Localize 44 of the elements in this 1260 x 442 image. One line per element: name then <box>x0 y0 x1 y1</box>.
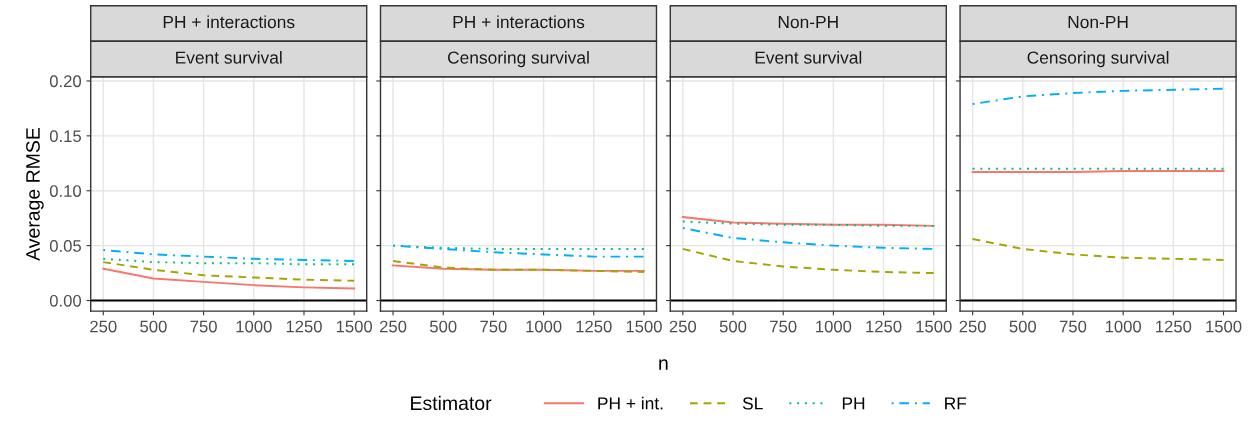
chart-subtitle: Censoring survival <box>1027 51 1169 68</box>
x-axis-title: n <box>659 359 668 370</box>
x-tick-label: 1000 <box>526 320 562 333</box>
x-tick-label: 750 <box>1059 320 1087 333</box>
x-tick-label: 1250 <box>576 320 612 333</box>
y-tick-label: 0.05 <box>49 240 81 252</box>
x-tick-label: 750 <box>480 320 507 333</box>
x-tick-label: 250 <box>90 320 117 333</box>
x-tick-label: 500 <box>719 320 747 333</box>
x-tick-label: 1500 <box>916 320 952 333</box>
y-tick-label: 0.00 <box>49 294 82 307</box>
x-tick-label: 1250 <box>1156 320 1192 333</box>
x-tick-label: 1000 <box>1105 320 1142 333</box>
x-tick-label: 750 <box>190 320 217 333</box>
x-tick-label: 500 <box>140 320 167 333</box>
x-tick-label: 1000 <box>816 320 852 333</box>
x-tick-label: 500 <box>429 320 457 333</box>
y-tick-label: 0.15 <box>49 130 81 143</box>
x-tick-label: 1500 <box>1206 320 1242 333</box>
legend-label: PH + int. <box>598 396 663 410</box>
legend-label: PH <box>842 397 865 410</box>
x-tick-label: 1250 <box>866 320 902 333</box>
x-tick-label: 250 <box>669 320 697 333</box>
legend-title: Estimator <box>411 395 492 411</box>
chart-title: Non-PH <box>778 16 838 29</box>
y-tick-label: 0.10 <box>49 185 82 197</box>
x-tick-label: 1250 <box>286 320 322 333</box>
y-tick-label: 0.20 <box>49 75 82 88</box>
x-tick-label: 1500 <box>626 320 662 333</box>
legend-label: RF <box>945 397 967 410</box>
chart-title: PH + interactions <box>453 15 585 29</box>
x-tick-label: 1000 <box>236 320 272 333</box>
chart-subtitle: Censoring survival <box>447 51 589 68</box>
chart-subtitle: Event survival <box>755 51 862 64</box>
chart-title: Non-PH <box>1068 16 1128 29</box>
legend-label: SL <box>742 397 763 410</box>
x-tick-label: 500 <box>1009 320 1037 333</box>
chart-title: PH + interactions <box>163 15 295 29</box>
y-axis-title: Average RMSE <box>26 128 44 261</box>
x-tick-label: 250 <box>379 320 407 333</box>
x-tick-label: 1500 <box>336 320 373 333</box>
chart-subtitle: Event survival <box>176 51 282 64</box>
x-tick-label: 750 <box>770 320 797 333</box>
x-tick-label: 250 <box>959 320 986 333</box>
